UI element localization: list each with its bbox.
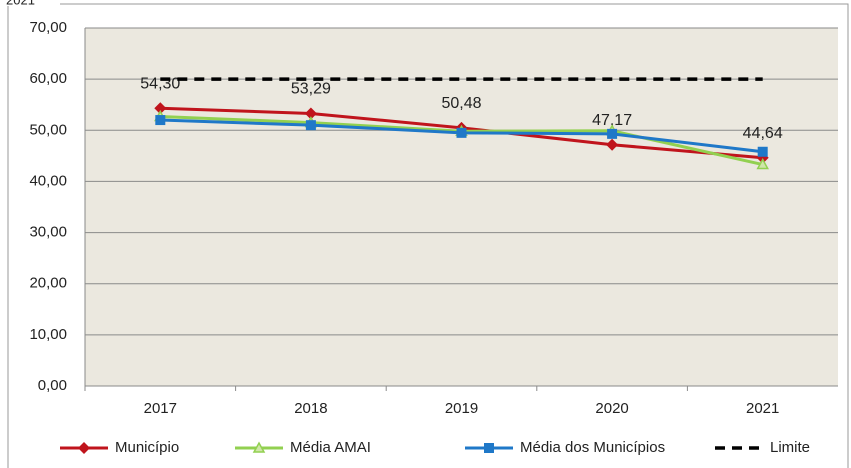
legend-label: Limite: [770, 439, 810, 456]
point: [606, 138, 619, 151]
point: [154, 102, 167, 115]
data-label: 50,48: [441, 95, 481, 112]
data-label: 44,64: [743, 125, 783, 142]
data-label: 53,29: [291, 81, 331, 98]
point: [304, 107, 317, 120]
point: [155, 115, 166, 126]
point: [757, 146, 768, 157]
y-tick-label: 30,00: [29, 224, 67, 241]
y-tick-label: 60,00: [29, 70, 67, 87]
legend-label: Município: [115, 439, 179, 456]
point: [456, 127, 467, 138]
chart-frame: [7, 3, 849, 468]
x-tick-label: 2020: [595, 400, 628, 417]
legend-label: Média dos Municípios: [520, 439, 665, 456]
y-tick-label: 10,00: [29, 326, 67, 343]
y-tick-label: 40,00: [29, 172, 67, 189]
x-tick-label: 2017: [144, 400, 177, 417]
x-tick-label: 2018: [294, 400, 327, 417]
x-tick-label: 2021: [746, 400, 779, 417]
frame-gap: [0, 0, 60, 6]
data-label: 47,17: [592, 112, 632, 129]
subtitle: 2021: [6, 0, 35, 7]
y-tick-label: 20,00: [29, 275, 67, 292]
y-tick-label: 50,00: [29, 121, 67, 138]
y-tick-label: 70,00: [29, 19, 67, 36]
point: [305, 120, 316, 131]
legend-marker: [252, 441, 266, 453]
legend-label: Média AMAI: [290, 439, 371, 456]
legend-marker: [78, 442, 90, 454]
point: [607, 128, 618, 139]
point: [756, 158, 769, 170]
x-tick-label: 2019: [445, 400, 478, 417]
legend-marker: [484, 443, 494, 453]
data-label: 54,30: [140, 76, 180, 93]
plot-area: [85, 28, 838, 386]
y-tick-label: 0,00: [38, 377, 67, 394]
